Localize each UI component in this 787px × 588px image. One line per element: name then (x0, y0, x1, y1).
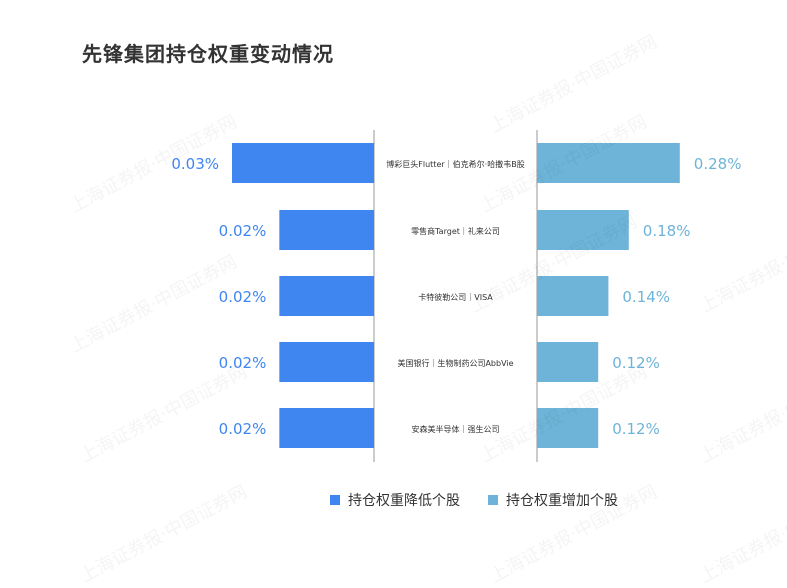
data-label-decrease: 0.02% (219, 288, 267, 306)
chart-title: 先锋集团持仓权重变动情况 (82, 42, 334, 66)
category-label: 卡特彼勒公司｜VISA (418, 292, 493, 302)
data-label-increase: 0.28% (694, 155, 742, 173)
chart-canvas: 0.03% 0.28% 博彩巨头Flutter｜伯克希尔·哈撒韦B股 0.02% 0.1… (171, 130, 742, 462)
category-label: 零售商Target｜礼来公司 (411, 226, 500, 236)
data-label-decrease: 0.02% (219, 420, 267, 438)
bar-decrease (279, 210, 374, 250)
bar-increase (537, 276, 609, 316)
bar-increase (537, 210, 629, 250)
bar-increase (537, 408, 599, 448)
data-label-decrease: 0.02% (219, 222, 267, 240)
legend: 持仓权重降低个股 持仓权重增加个股 (330, 490, 618, 510)
legend-swatch-decrease (330, 495, 340, 505)
bar-increase (537, 342, 599, 382)
bar-decrease (279, 342, 374, 382)
legend-label-decrease: 持仓权重降低个股 (348, 493, 460, 509)
legend-label-increase: 持仓权重增加个股 (506, 493, 618, 509)
data-label-decrease: 0.03% (171, 155, 219, 173)
data-label-increase: 0.18% (643, 222, 691, 240)
category-label: 美国银行｜生物制药公司AbbVie (397, 358, 513, 368)
bar-decrease (279, 276, 374, 316)
legend-item-increase: 持仓权重增加个股 (488, 490, 618, 510)
data-label-increase: 0.12% (612, 354, 660, 372)
bar-increase (537, 143, 680, 183)
category-label: 安森美半导体｜强生公司 (412, 424, 500, 434)
data-label-increase: 0.14% (622, 288, 670, 306)
data-label-increase: 0.12% (612, 420, 660, 438)
bar-decrease (232, 143, 374, 183)
data-label-decrease: 0.02% (219, 354, 267, 372)
legend-item-decrease: 持仓权重降低个股 (330, 490, 460, 510)
legend-swatch-increase (488, 495, 498, 505)
category-label: 博彩巨头Flutter｜伯克希尔·哈撒韦B股 (386, 159, 524, 169)
bar-decrease (279, 408, 374, 448)
